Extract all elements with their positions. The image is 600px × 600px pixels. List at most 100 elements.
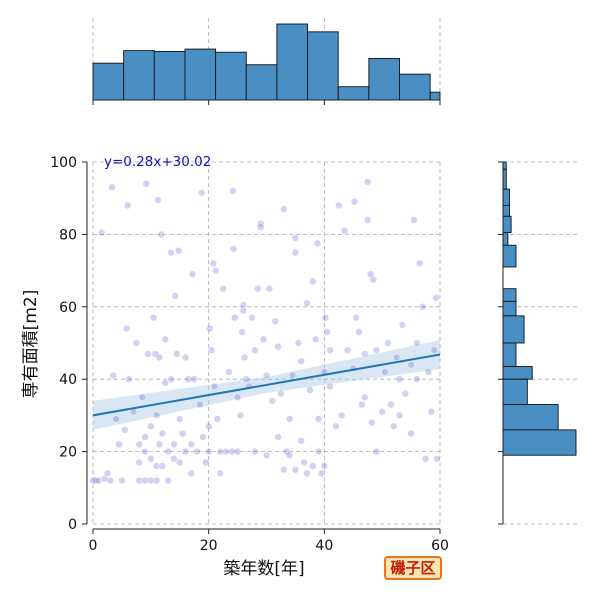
data-point xyxy=(106,476,114,485)
data-point xyxy=(364,178,372,186)
data-point xyxy=(291,234,300,242)
data-point xyxy=(233,393,242,401)
x-hist-bar xyxy=(92,62,125,101)
data-point xyxy=(184,375,193,383)
data-point xyxy=(413,339,421,347)
data-point xyxy=(164,476,172,485)
x-hist-bar xyxy=(215,51,247,101)
data-point xyxy=(378,408,386,416)
x-marginal-histogram xyxy=(92,18,441,105)
data-point xyxy=(401,390,409,398)
data-point xyxy=(291,466,300,474)
data-point xyxy=(407,429,415,438)
data-point xyxy=(432,294,440,302)
x-axis-label: 築年数[年] xyxy=(223,559,304,579)
y-hist-bar xyxy=(502,244,517,268)
data-point xyxy=(216,469,224,477)
data-point xyxy=(147,455,155,463)
data-point xyxy=(390,422,398,430)
data-point xyxy=(150,314,158,322)
data-point xyxy=(291,248,300,257)
data-point xyxy=(141,433,149,441)
data-point xyxy=(187,440,195,448)
data-point xyxy=(135,440,143,448)
data-point xyxy=(207,346,216,354)
y-tick-label: 60 xyxy=(59,300,77,316)
x-hist-bar xyxy=(368,58,400,101)
data-point xyxy=(209,259,217,267)
data-point xyxy=(283,448,291,456)
data-point xyxy=(154,196,162,204)
data-point xyxy=(320,462,328,470)
data-point xyxy=(155,440,164,448)
x-tick-label: 60 xyxy=(431,538,449,554)
data-point xyxy=(98,228,106,237)
data-point xyxy=(229,245,238,253)
data-point xyxy=(151,350,160,358)
regression-line xyxy=(92,353,441,417)
data-point xyxy=(240,353,249,362)
data-point xyxy=(254,285,262,293)
data-point xyxy=(187,469,195,477)
data-point xyxy=(193,448,201,456)
data-point xyxy=(297,437,305,445)
data-point xyxy=(213,415,221,423)
data-point xyxy=(158,429,167,438)
data-point xyxy=(239,306,247,315)
data-point xyxy=(196,400,204,409)
data-point xyxy=(138,393,146,401)
district-badge: 磯子区 xyxy=(384,556,442,580)
data-point xyxy=(121,426,129,434)
data-point xyxy=(157,230,165,239)
data-point xyxy=(280,466,288,474)
x-hist-bar xyxy=(337,86,370,101)
y-hist-bar xyxy=(502,204,510,217)
data-point xyxy=(338,411,346,420)
data-point xyxy=(216,448,224,456)
data-point xyxy=(257,219,265,228)
data-point xyxy=(355,328,363,336)
data-point xyxy=(161,379,169,387)
x-hist-bar xyxy=(123,50,155,101)
data-point xyxy=(427,408,435,416)
data-point xyxy=(236,411,245,420)
data-point xyxy=(158,462,167,470)
data-point xyxy=(350,198,359,206)
data-point xyxy=(309,462,317,470)
data-point xyxy=(309,277,317,286)
y-hist-bar xyxy=(502,300,517,317)
regression-equation: y=0.28x+30.02 xyxy=(104,154,211,170)
data-point xyxy=(274,433,282,441)
data-point xyxy=(176,415,184,423)
x-tick-label: 0 xyxy=(89,538,98,554)
regression-line-group xyxy=(92,353,441,417)
data-point xyxy=(147,422,155,430)
data-point xyxy=(257,223,265,231)
data-point xyxy=(313,239,321,248)
data-point xyxy=(92,476,100,485)
data-point xyxy=(141,448,149,456)
data-point xyxy=(147,476,155,485)
data-point xyxy=(262,371,271,380)
data-point xyxy=(251,448,259,456)
data-point xyxy=(170,455,178,463)
data-point xyxy=(368,419,376,427)
data-point xyxy=(288,371,297,380)
data-point xyxy=(228,448,236,456)
data-point xyxy=(125,375,133,383)
data-point xyxy=(395,375,404,383)
data-point xyxy=(424,368,433,376)
data-point xyxy=(205,448,213,456)
y-hist-bar xyxy=(502,342,517,367)
data-point xyxy=(135,458,143,467)
data-point xyxy=(323,328,331,336)
main-grid xyxy=(92,161,441,525)
data-point xyxy=(95,476,103,485)
data-point xyxy=(153,476,161,485)
data-point xyxy=(164,448,172,456)
data-point xyxy=(265,285,273,293)
data-point xyxy=(144,350,152,358)
data-point xyxy=(190,375,198,383)
y-hist-bar xyxy=(502,188,510,206)
data-point xyxy=(188,270,197,278)
